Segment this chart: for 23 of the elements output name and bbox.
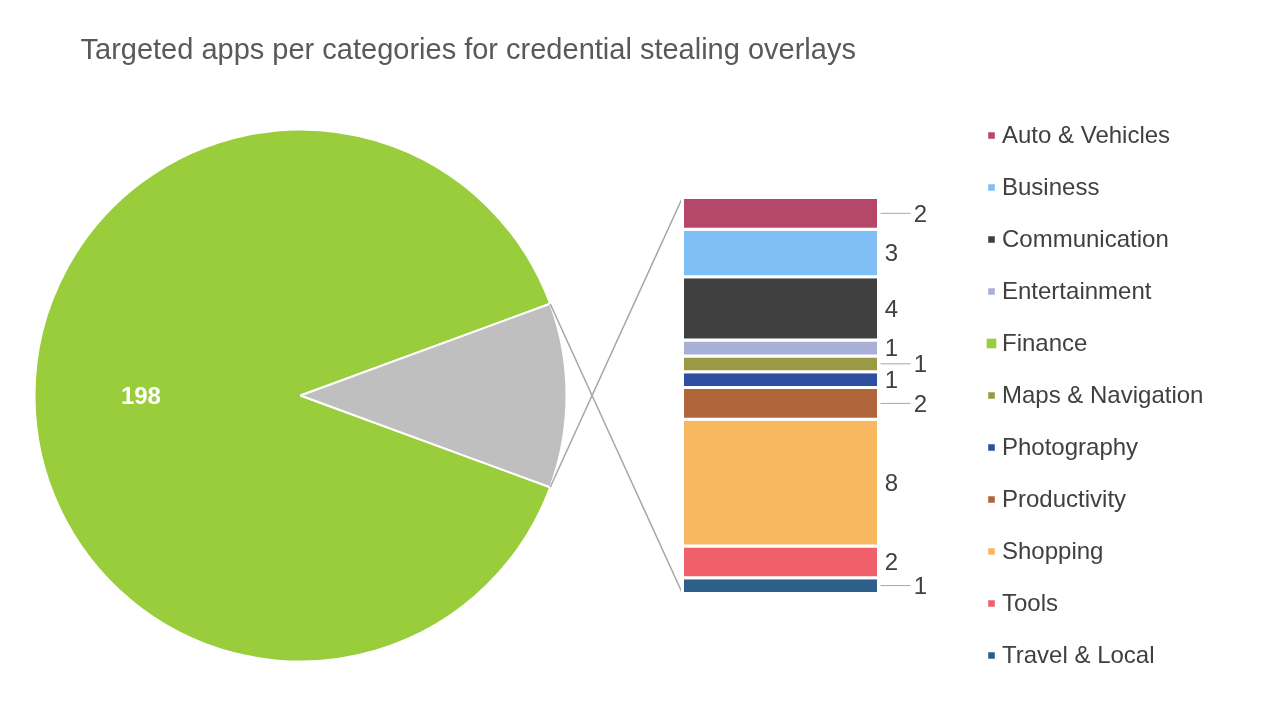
chart-title: Targeted apps per categories for credential stealing overlays (80, 32, 856, 65)
data-label: 8 (884, 469, 899, 497)
data-label: 1 (884, 366, 899, 394)
legend-label: Maps & Navigation (1002, 380, 1204, 410)
data-label: 1 (884, 334, 899, 362)
legend-label: Photography (1002, 432, 1139, 462)
data-label: 3 (884, 239, 899, 267)
data-label: 2 (884, 548, 899, 576)
data-label: 198 (120, 382, 161, 409)
data-label: 2 (913, 389, 928, 417)
data-label: 1 (913, 350, 928, 378)
legend-label: Entertainment (1002, 276, 1152, 306)
legend-label: Business (1002, 172, 1100, 202)
legend-label: Tools (1002, 588, 1059, 618)
legend-label: Communication (1002, 224, 1169, 254)
legend-label: Productivity (1002, 484, 1127, 514)
legend-label: Auto & Vehicles (1002, 120, 1171, 150)
data-label: 4 (884, 294, 899, 322)
legend-label: Shopping (1002, 536, 1104, 566)
legend-label: Finance (1002, 328, 1088, 358)
legend-label: Travel & Local (1002, 640, 1155, 670)
data-label: 2 (913, 199, 928, 227)
data-label: 1 (913, 572, 928, 600)
